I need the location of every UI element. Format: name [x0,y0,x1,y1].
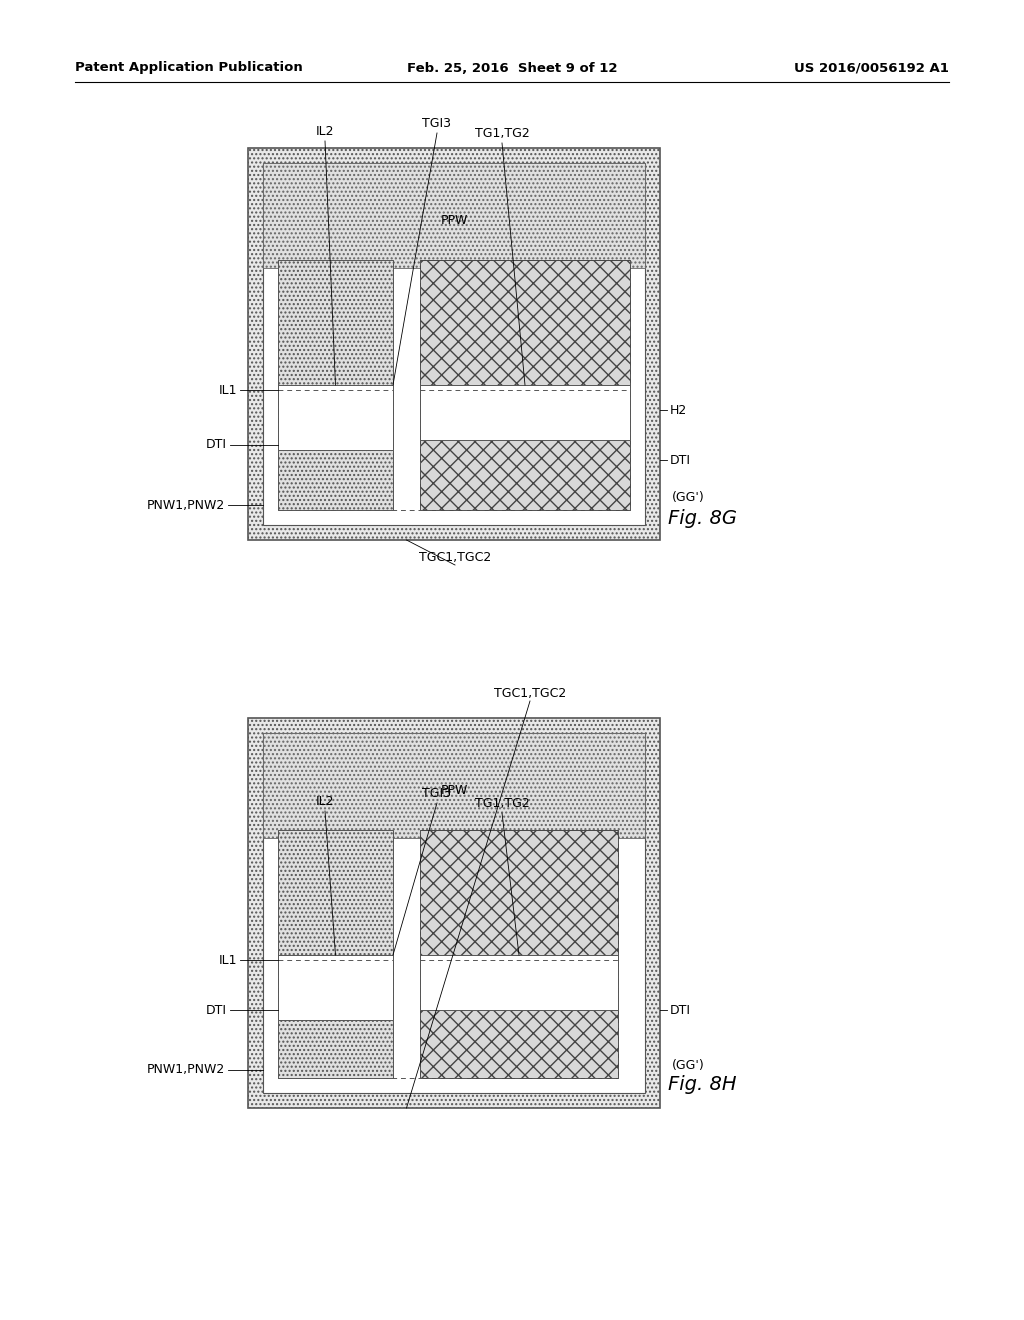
Text: Fig. 8H: Fig. 8H [668,1076,736,1094]
Text: DTI: DTI [670,454,691,466]
Text: DTI: DTI [670,1003,691,1016]
Text: IL1: IL1 [218,953,237,966]
Bar [420,954,618,1010]
Bar [278,385,393,450]
Text: Fig. 8G: Fig. 8G [668,508,737,528]
Text: PPW: PPW [440,784,468,797]
Text: PPW: PPW [440,214,468,227]
Text: TGC1,TGC2: TGC1,TGC2 [494,686,566,700]
Text: H2: H2 [670,404,687,417]
Text: TG1,TG2: TG1,TG2 [475,797,529,810]
Text: PNW1,PNW2: PNW1,PNW2 [146,1064,225,1077]
Text: TG1,TG2: TG1,TG2 [475,127,529,140]
Text: US 2016/0056192 A1: US 2016/0056192 A1 [795,62,949,74]
Text: DTI: DTI [206,1003,227,1016]
Bar [248,148,660,540]
Bar [263,733,645,1093]
Bar [278,954,393,1020]
Bar [278,830,393,1078]
Bar [420,260,630,510]
Bar [263,162,645,525]
Text: Feb. 25, 2016  Sheet 9 of 12: Feb. 25, 2016 Sheet 9 of 12 [407,62,617,74]
Text: TGI3: TGI3 [423,117,452,129]
Bar [420,830,618,1078]
Text: (GG'): (GG') [672,1059,705,1072]
Text: IL2: IL2 [315,125,334,139]
Text: TGC1,TGC2: TGC1,TGC2 [419,550,492,564]
Bar [263,733,645,838]
Bar [263,162,645,268]
Text: (GG'): (GG') [672,491,705,504]
Bar [278,260,393,510]
Text: IL1: IL1 [218,384,237,396]
Text: PNW1,PNW2: PNW1,PNW2 [146,499,225,511]
Bar [420,385,630,440]
Text: Patent Application Publication: Patent Application Publication [75,62,303,74]
Bar [248,718,660,1107]
Text: DTI: DTI [206,438,227,451]
Text: TGI3: TGI3 [423,787,452,800]
Text: IL2: IL2 [315,795,334,808]
